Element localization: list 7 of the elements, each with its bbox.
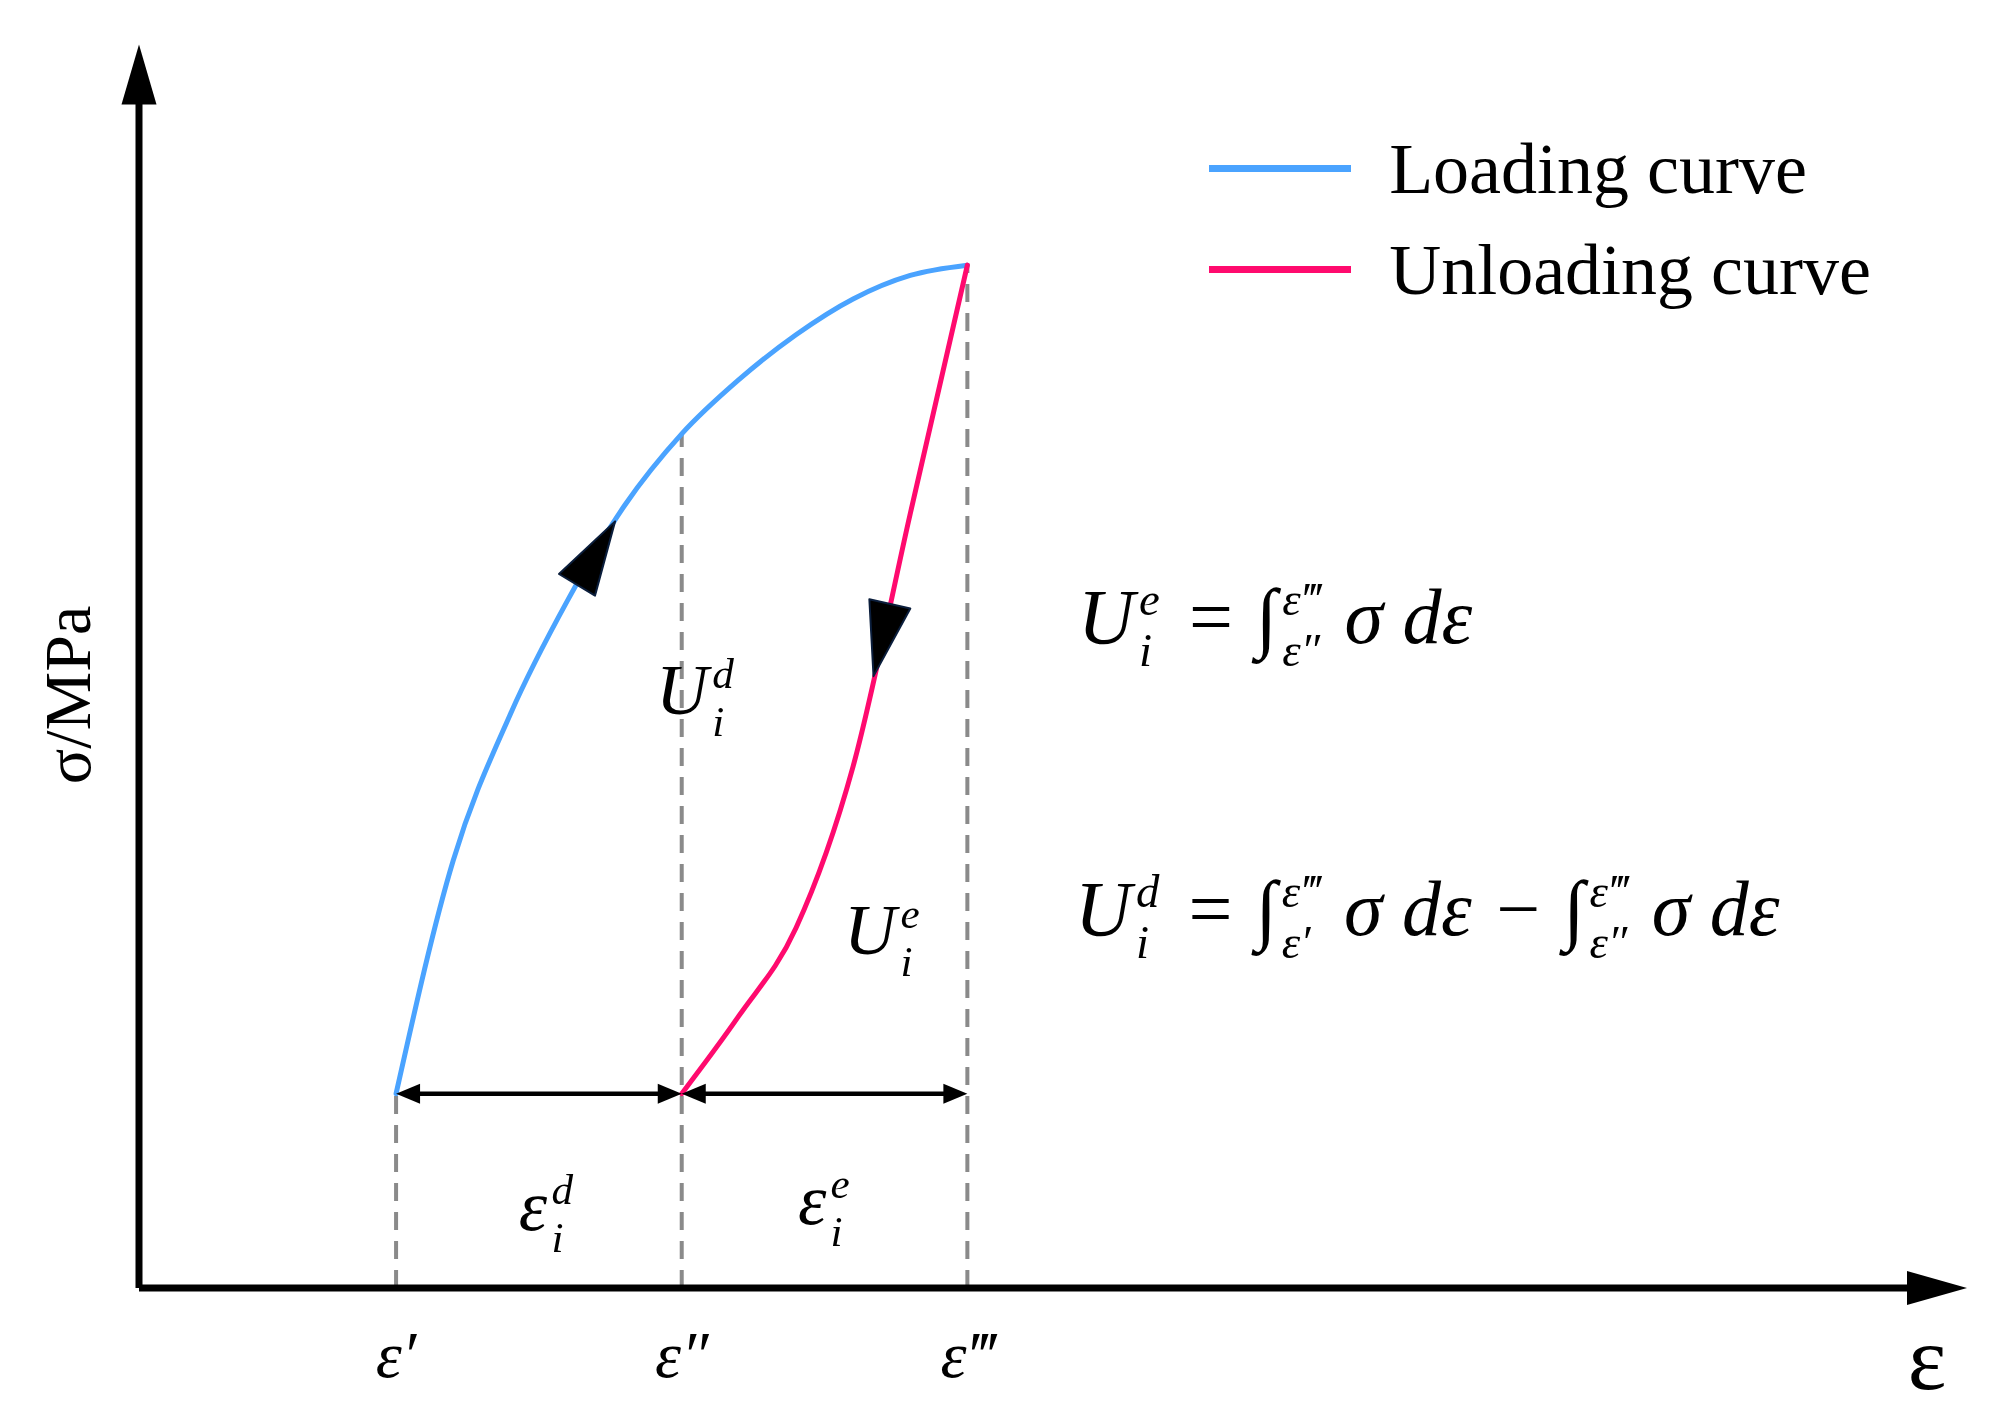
- x-tick-label: ε‴: [940, 1317, 998, 1391]
- x-axis-title: ε: [1907, 1307, 1947, 1409]
- legend-label: Unloading curve: [1389, 229, 1871, 310]
- x-tick-label: ε″: [654, 1317, 710, 1391]
- x-tick-label: ε′: [375, 1317, 418, 1391]
- legend-label: Loading curve: [1389, 128, 1807, 209]
- y-axis-title: σ/MPa: [30, 605, 104, 785]
